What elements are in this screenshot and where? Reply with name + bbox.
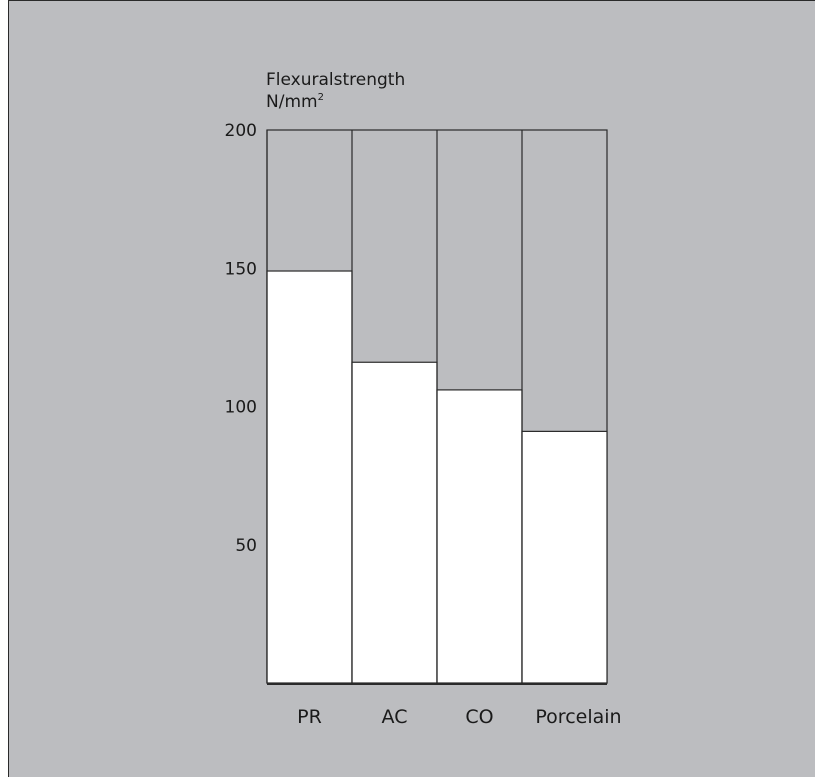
y-tick-150: 150 [225,259,257,279]
bar-ac [351,361,438,684]
bar-pr [266,270,353,684]
chart-frame: Flexuralstrength N/mm2 50 100 150 200 PR AC C… [8,0,815,777]
bar-chart: Flexuralstrength N/mm2 50 100 150 200 PR AC C… [225,70,622,728]
unit-superscript: 2 [318,92,324,103]
y-tick-labels: 50 100 150 200 [225,121,257,556]
bars-group [266,130,608,684]
y-tick-200: 200 [225,121,257,141]
x-label-ac: AC [382,706,408,728]
x-label-co: CO [465,706,493,728]
bar-co [436,389,523,684]
y-tick-100: 100 [225,398,257,418]
chart-title-line2: N/mm2 [266,92,324,112]
x-label-pr: PR [297,706,322,728]
unit-base: N/mm [266,92,318,112]
x-label-porcelain: Porcelain [535,706,621,728]
y-tick-50: 50 [235,536,257,556]
bar-porcelain [521,430,608,684]
chart-title-line1: Flexuralstrength [266,70,405,90]
x-category-labels: PR AC CO Porcelain [297,706,621,728]
